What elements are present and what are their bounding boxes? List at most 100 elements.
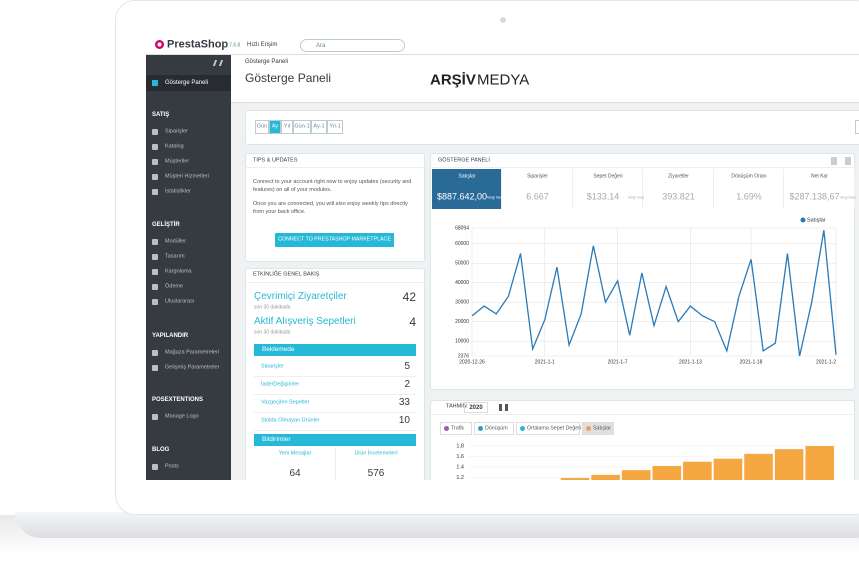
- menu-item[interactable]: Katalog: [165, 143, 184, 150]
- page-title: Gösterge Paneli: [245, 71, 332, 85]
- column-separator: [335, 448, 336, 480]
- kpi-tab[interactable]: [714, 169, 784, 209]
- kpi-value: 6.667: [526, 191, 549, 202]
- panel-title: ETKİNLİĞE GENEL BAKIŞ: [253, 271, 320, 278]
- menu-item[interactable]: Müşteri Hizmetleri: [165, 173, 210, 180]
- menu-item[interactable]: Tasarım: [165, 253, 185, 260]
- legend-dot: [478, 426, 483, 431]
- bar: [652, 465, 682, 480]
- section-title: Beklemede: [262, 345, 295, 353]
- menu-item[interactable]: Modüller: [165, 238, 187, 245]
- pending-label[interactable]: Stokta Olmayan Ürünler: [261, 417, 320, 424]
- period-button[interactable]: [269, 120, 281, 134]
- legend-dot: [520, 426, 525, 431]
- pending-label[interactable]: İade/Değişimler: [261, 381, 300, 388]
- y-tick-label: 10000: [455, 338, 469, 344]
- legend-label[interactable]: Satışlar: [593, 424, 611, 431]
- y-tick-label: 68094: [455, 225, 469, 231]
- bar: [805, 446, 834, 480]
- period-label[interactable]: Ay-1: [313, 123, 325, 130]
- panel: [245, 110, 859, 145]
- panel-header-line: [245, 167, 425, 168]
- notification-label: Yeni Mesajlar: [278, 450, 312, 457]
- menu-item[interactable]: Siparişler: [165, 128, 188, 135]
- bar: [560, 478, 590, 480]
- legend-item[interactable]: [474, 422, 514, 435]
- menu-item[interactable]: Gösterge Paneli: [165, 80, 209, 86]
- section-bar: [254, 434, 416, 446]
- kpi-value: $887.642,00: [436, 191, 488, 202]
- bar: [591, 474, 620, 480]
- live-value: 4: [409, 315, 416, 329]
- legend-label[interactable]: Ortalama Sepet Değeri: [527, 424, 582, 431]
- row-separator: [254, 412, 416, 413]
- period-label[interactable]: Gün: [256, 123, 268, 130]
- laptop-base: [15, 512, 859, 538]
- menu-icon: [152, 464, 158, 470]
- button-label[interactable]: CONNECT TO PRESTASHOP MARKETPLACE: [278, 236, 391, 243]
- menu-icon: [152, 254, 158, 260]
- legend-item[interactable]: [440, 422, 472, 435]
- pending-label[interactable]: Siparişler: [261, 363, 284, 370]
- next-arrows[interactable]: [505, 404, 515, 411]
- legend-item[interactable]: [582, 422, 614, 435]
- menu-item[interactable]: Kargolama: [165, 268, 192, 275]
- menu-item[interactable]: Müşteriler: [165, 158, 190, 165]
- menu-item[interactable]: Ödeme: [165, 283, 184, 290]
- menu-item[interactable]: Posts: [165, 463, 179, 470]
- period-button[interactable]: [293, 120, 311, 134]
- kpi-tab[interactable]: [643, 169, 714, 209]
- period-button[interactable]: [255, 120, 269, 134]
- sidebar: [146, 55, 231, 480]
- y-tick-label: 1.4: [456, 464, 464, 470]
- legend-marker: [800, 217, 806, 223]
- prev-arrows[interactable]: [492, 404, 502, 411]
- period-button[interactable]: [327, 120, 343, 134]
- legend-label[interactable]: Trafik: [451, 424, 465, 431]
- kpi-tab[interactable]: [432, 169, 502, 209]
- y-tick-label: 1.6: [456, 454, 464, 460]
- live-note: son 30 dakikada: [254, 329, 291, 336]
- connect-button[interactable]: [275, 233, 394, 247]
- menu-section: POSEXTENTIONS: [152, 397, 204, 403]
- menu-item[interactable]: İstatistikler: [165, 188, 191, 195]
- pending-label[interactable]: Vazgeçilen Sepetler: [261, 399, 310, 406]
- legend-item[interactable]: [516, 422, 580, 435]
- menu-item[interactable]: Uluslararası: [165, 298, 195, 305]
- kpi-tab[interactable]: [502, 169, 573, 209]
- menu-item[interactable]: Mağaza Parametreleri: [165, 349, 220, 356]
- panel-tools: [831, 157, 851, 165]
- search-box[interactable]: [300, 39, 405, 52]
- menu-icon: [152, 299, 158, 305]
- period-label[interactable]: Yıl-1: [329, 123, 341, 130]
- period-toggle[interactable]: [855, 120, 859, 134]
- live-label[interactable]: Çevrimiçi Ziyaretçiler: [254, 291, 347, 302]
- menu-icon: [152, 350, 158, 356]
- quick-access[interactable]: Hızlı Erişim: [247, 42, 278, 48]
- live-label[interactable]: Aktif Alışveriş Sepetleri: [254, 316, 356, 327]
- menu-item[interactable]: Manage Logo: [165, 413, 199, 420]
- paragraph: Once you are connected, you will also en…: [253, 201, 408, 215]
- period-label[interactable]: Gün-1: [294, 123, 310, 130]
- year-box: [464, 402, 488, 413]
- kpi-tab[interactable]: [573, 169, 643, 209]
- menu-section: SATIŞ: [152, 112, 170, 118]
- pending-value: 5: [404, 361, 410, 372]
- bar: [713, 458, 743, 480]
- camera: [500, 17, 506, 23]
- kpi-label: Net Kar: [811, 173, 828, 180]
- kpi-tab[interactable]: [784, 169, 855, 209]
- legend-label[interactable]: Dönüşüm: [485, 424, 508, 431]
- period-button[interactable]: [311, 120, 327, 134]
- period-label[interactable]: Yıl: [283, 123, 291, 130]
- menu-item[interactable]: Gelişmiş Parametreler: [165, 364, 220, 371]
- period-button[interactable]: [281, 120, 293, 134]
- kpi-note: Vergi hariç: [487, 195, 504, 200]
- panel-title: TAHMİN: [446, 403, 467, 410]
- y-tick-label: 1.2: [456, 475, 464, 480]
- menu-icon: [152, 174, 158, 180]
- period-label[interactable]: Ay: [271, 123, 279, 130]
- legend-dot: [586, 426, 591, 431]
- menu-icon: [152, 269, 158, 275]
